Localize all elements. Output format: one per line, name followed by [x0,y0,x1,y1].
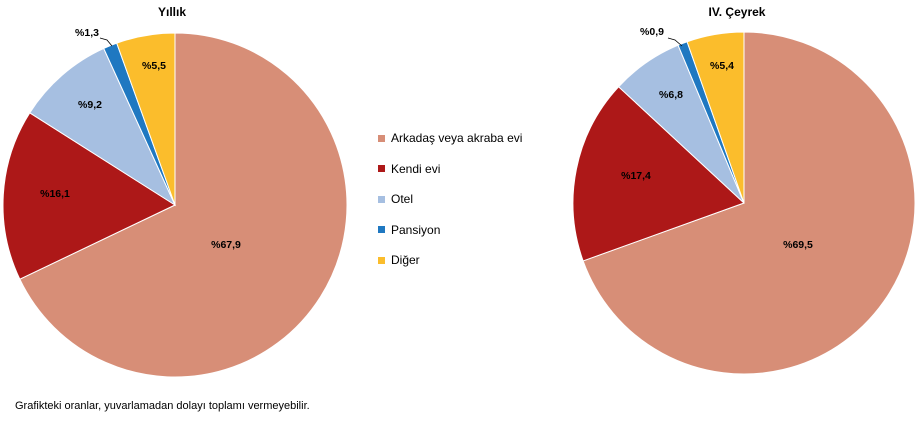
pie-slice [582,31,916,375]
legend-item: Kendi evi [378,154,522,185]
pie-slice [572,86,745,262]
slice-data-label: %69,5 [783,239,813,251]
legend-swatch [378,165,385,173]
slice-data-label: %67,9 [211,239,241,251]
slice-data-label: %5,5 [142,60,166,72]
slice-data-label: %9,2 [78,99,102,111]
pie-slice [29,47,177,207]
legend-label: Kendi evi [391,161,441,176]
legend-swatch [378,256,385,264]
legend-label: Pansiyon [391,222,441,237]
legend-label: Diğer [391,253,420,268]
pie-chart-yillik: Yıllık %67,9 %16,1 %9,2 %1,3 %5,5 [2,5,348,378]
slice-data-label: %6,8 [659,89,683,101]
legend-item: Diğer [378,245,522,276]
slice-data-label: %5,4 [710,60,734,72]
leader-line [667,37,683,47]
pie-slice [116,32,176,206]
legend-swatch [378,134,385,142]
pie-slice [2,112,177,280]
footnote: Grafikteki oranlar, yuvarlamadan dolayı … [15,400,310,412]
chart-title: IV. Çeyrek [709,5,766,19]
legend-swatch [378,226,385,234]
legend-item: Pansiyon [378,215,522,246]
leader-line [99,37,113,47]
legend-item: Otel [378,184,522,215]
slice-data-label: %1,3 [75,27,99,39]
slice-data-label: %16,1 [40,188,70,200]
legend-item: Arkadaş veya akraba evi [378,123,522,154]
pie-slice [686,31,745,204]
pie-slice [19,32,348,378]
legend-label: Otel [391,192,414,207]
pie-chart-iv-ceyrek: IV. Çeyrek %69,5 %17,4 %6,8 %0,9 %5,4 [572,5,916,375]
legend-swatch [378,195,385,203]
legend-label: Arkadaş veya akraba evi [391,131,523,146]
chart-title: Yıllık [158,5,186,19]
legend: Arkadaş veya akraba evi Kendi evi Otel P… [378,123,522,276]
slice-data-label: %17,4 [621,170,651,182]
slice-data-label: %0,9 [640,26,664,38]
